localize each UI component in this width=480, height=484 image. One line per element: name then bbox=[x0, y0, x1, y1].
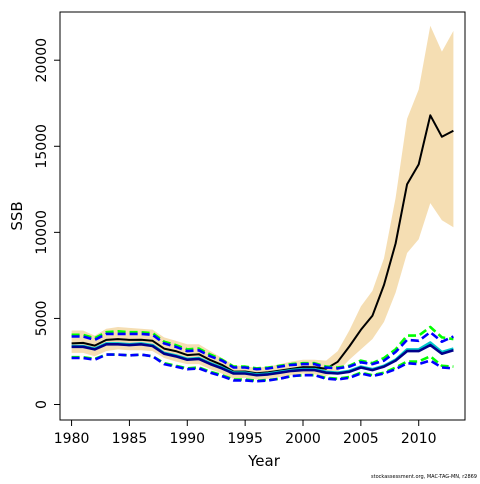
y-axis: 0 5000 10000 15000 20000 bbox=[34, 38, 60, 409]
series-line-6 bbox=[71, 353, 454, 383]
x-axis-title: Year bbox=[247, 452, 281, 470]
y-tick-label: 10000 bbox=[34, 210, 50, 255]
x-tick-label: 1980 bbox=[54, 431, 90, 447]
x-tick-label: 2005 bbox=[343, 431, 379, 447]
series-layer bbox=[71, 114, 454, 383]
y-tick-label: 15000 bbox=[34, 124, 50, 169]
plot-frame bbox=[59, 11, 466, 421]
x-tick-label: 2000 bbox=[285, 431, 321, 447]
confidence-band-layer bbox=[71, 25, 454, 380]
series-line-7 bbox=[71, 342, 454, 377]
y-tick-label: 5000 bbox=[34, 301, 50, 337]
confidence-band bbox=[71, 25, 454, 380]
series-line-5 bbox=[71, 330, 454, 371]
x-tick-label: 1990 bbox=[169, 431, 205, 447]
y-tick-label: 0 bbox=[34, 400, 50, 409]
x-tick-label: 2010 bbox=[401, 431, 437, 447]
x-tick-label: 1995 bbox=[227, 431, 263, 447]
x-tick-label: 1985 bbox=[112, 431, 148, 447]
y-tick-label: 20000 bbox=[34, 38, 50, 83]
series-line-3 bbox=[71, 325, 454, 370]
x-axis: 1980 1985 1990 1995 2000 2005 2010 bbox=[54, 420, 437, 447]
footer-credit: stockassessment.org, MAC-TAG-MN, r2869 bbox=[371, 474, 477, 480]
y-axis-title: SSB bbox=[8, 201, 26, 230]
